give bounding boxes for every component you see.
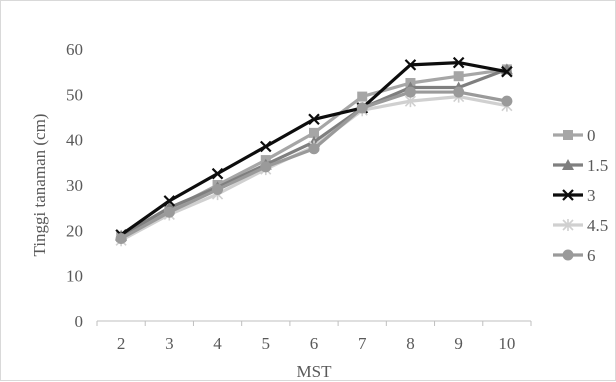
- legend-item: 1.5: [553, 156, 608, 175]
- data-point: [115, 232, 127, 244]
- data-point: [260, 140, 272, 153]
- x-tick-label: 4: [213, 334, 222, 353]
- x-axis-title: MST: [297, 362, 333, 381]
- legend-label: 0: [587, 126, 596, 145]
- data-point: [452, 56, 465, 69]
- legend-label: 1.5: [587, 156, 608, 175]
- x-tick-label: 7: [358, 334, 367, 353]
- data-point: [163, 206, 175, 218]
- series-6: [115, 86, 513, 244]
- legend-item: 3: [553, 186, 596, 205]
- y-axis-title: Tinggi tanaman (cm): [30, 114, 49, 257]
- legend-item: 0: [553, 126, 596, 145]
- x-tick-label: 2: [117, 334, 126, 353]
- x-tick-label: 3: [165, 334, 174, 353]
- x-tick-label: 5: [262, 334, 271, 353]
- y-tick-label: 30: [66, 176, 83, 195]
- y-tick-label: 20: [66, 221, 83, 240]
- data-point: [260, 161, 272, 173]
- data-point: [308, 113, 320, 126]
- data-point: [309, 127, 319, 138]
- legend-marker: [563, 130, 573, 140]
- series-4-5: [115, 90, 513, 247]
- data-point: [404, 86, 416, 98]
- x-tick-label: 9: [454, 334, 463, 353]
- data-point: [501, 95, 513, 107]
- legend-label: 3: [587, 186, 596, 205]
- legend-label: 6: [587, 246, 596, 265]
- series-line: [119, 90, 509, 241]
- legend-marker: [562, 219, 574, 231]
- data-point: [212, 184, 224, 196]
- legend-item: 6: [553, 246, 596, 265]
- data-point: [211, 167, 224, 180]
- y-tick-label: 50: [66, 85, 83, 104]
- legend-item: 4.5: [553, 216, 608, 235]
- y-tick-label: 60: [66, 40, 83, 59]
- legend-marker: [562, 189, 574, 201]
- x-tick-label: 6: [310, 334, 319, 353]
- legend-label: 4.5: [587, 216, 608, 235]
- data-point: [308, 143, 320, 155]
- data-point: [163, 195, 176, 207]
- y-tick-label: 10: [66, 267, 83, 286]
- data-point: [357, 91, 368, 102]
- legend-marker: [562, 249, 574, 261]
- x-tick-label: 8: [406, 334, 415, 353]
- data-point: [404, 59, 417, 71]
- data-point: [356, 102, 368, 114]
- y-tick-label: 40: [66, 131, 83, 150]
- y-tick-label: 0: [75, 312, 84, 331]
- data-point: [453, 71, 464, 82]
- x-tick-label: 10: [498, 334, 515, 353]
- data-point: [453, 86, 465, 98]
- legend-marker: [562, 159, 574, 170]
- data-point: [501, 65, 513, 78]
